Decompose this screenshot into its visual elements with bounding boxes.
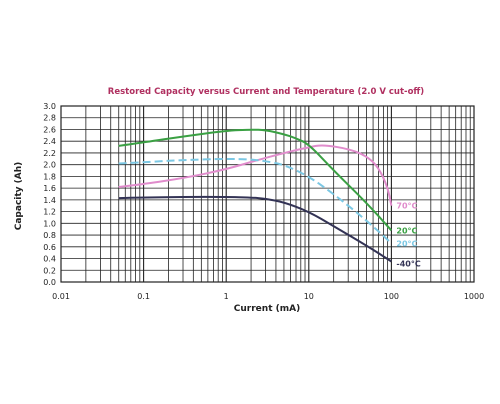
y-tick-label: 1.6	[43, 184, 56, 193]
chart-title: Restored Capacity versus Current and Tem…	[108, 87, 424, 97]
y-tick-label: 1.2	[43, 208, 56, 217]
x-tick-label: 100	[384, 292, 399, 301]
series-lines	[118, 128, 393, 263]
y-tick-label: 2.2	[43, 149, 56, 158]
series-line	[118, 144, 393, 206]
y-tick-label: 0.0	[43, 278, 56, 287]
y-tick-label: 1.8	[43, 172, 56, 181]
plot-frame	[60, 105, 475, 283]
y-tick-label: 1.0	[43, 219, 56, 228]
y-tick-label: 2.8	[43, 114, 56, 123]
grid	[60, 105, 475, 283]
series-label: 20°C	[396, 239, 417, 248]
y-tick-label: 2.0	[43, 161, 56, 170]
series-labels: 70°C 20°C 20°C -40°C	[396, 202, 420, 269]
x-tick-label: 0.1	[137, 292, 150, 301]
y-axis-label: Capacity (Ah)	[14, 162, 24, 231]
y-tick-label: 2.6	[43, 125, 56, 134]
x-axis-label: Current (mA)	[234, 304, 300, 314]
y-tick-label: 3.0	[43, 102, 56, 111]
y-tick-label: 0.6	[43, 243, 56, 252]
y-tick-label: 1.4	[43, 196, 56, 205]
x-tick-label: 1	[224, 292, 229, 301]
series-label: -40°C	[396, 259, 420, 268]
series-label: 20°C	[396, 226, 417, 235]
y-tick-label: 0.4	[43, 255, 56, 264]
series-line	[118, 158, 393, 245]
y-tick-label: 0.2	[43, 266, 56, 275]
x-tick-label: 1000	[464, 292, 484, 301]
series-line	[118, 195, 392, 263]
series-label: 70°C	[396, 202, 417, 211]
y-tick-label: 0.8	[43, 231, 56, 240]
series-line	[118, 128, 393, 232]
tick-labels: 0.0 0.2 0.4 0.6 0.8 1.0 1.2 1.4 1.6 1.8 2.0 2.2 2.4 2…	[43, 102, 484, 301]
x-tick-label: 10	[304, 292, 314, 301]
y-tick-label: 2.4	[43, 137, 56, 146]
x-tick-label: 0.01	[52, 292, 70, 301]
